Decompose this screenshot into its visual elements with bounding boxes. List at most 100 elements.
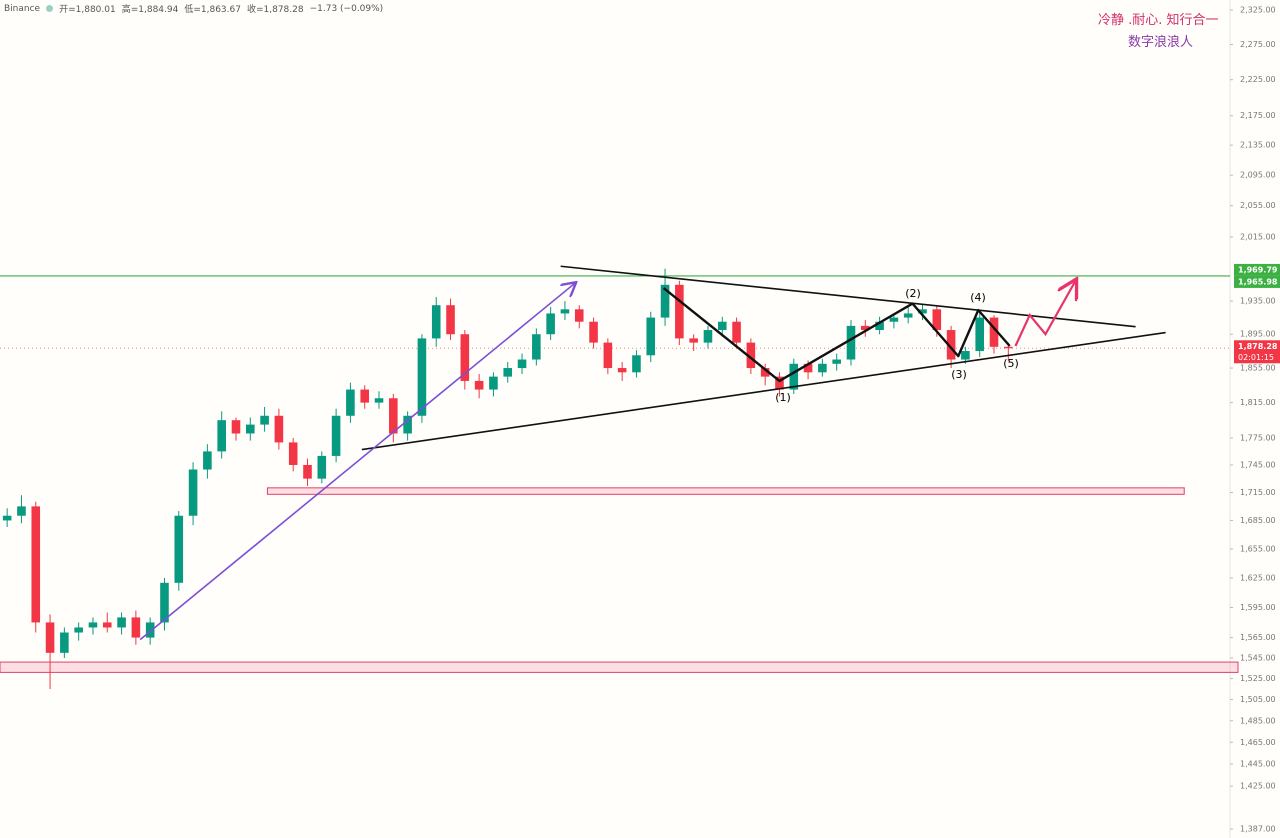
status-dot: [46, 5, 54, 12]
y-tick-label: 1,625.00: [1240, 573, 1276, 582]
candle-body: [689, 338, 698, 343]
wave-path: [662, 287, 1011, 383]
zone: [266, 487, 1185, 495]
candle-body: [818, 363, 827, 373]
candle-body: [60, 632, 69, 653]
candle-body: [288, 442, 298, 465]
y-tick-label: 1,445.00: [1240, 760, 1276, 769]
candle-body: [231, 420, 241, 434]
candle-body: [789, 363, 799, 390]
candle-body: [875, 321, 884, 331]
candle-body: [546, 313, 555, 335]
price-tag: [1234, 340, 1280, 364]
candle-body: [903, 313, 913, 318]
candle-body: [389, 398, 398, 434]
candle-body: [617, 368, 627, 373]
level-tag-label: 1,969.79: [1238, 265, 1278, 274]
price-tag-label: 1,878.28: [1238, 342, 1278, 351]
impulse-arrow: [139, 283, 575, 641]
trendline: [560, 265, 1136, 328]
candle-body: [217, 420, 226, 452]
candle-body: [403, 415, 412, 434]
candle-body: [131, 617, 141, 638]
candle-body: [589, 321, 598, 343]
candle-body: [489, 376, 498, 390]
candle-body: [446, 305, 455, 335]
level-tag: [1234, 275, 1280, 288]
candle-body: [45, 622, 55, 653]
candle-body: [246, 424, 255, 434]
wave-label: (5): [1003, 357, 1019, 370]
candle-body: [675, 284, 684, 339]
y-tick-label: 2,175.00: [1240, 111, 1276, 120]
wave-label: (1): [775, 391, 791, 404]
candle-body: [646, 317, 656, 356]
candle-body: [975, 317, 984, 352]
y-tick-label: 1,685.00: [1240, 516, 1276, 525]
y-tick-label: 2,095.00: [1240, 171, 1276, 180]
open: 开=1,880.01: [59, 5, 116, 15]
trendline: [361, 331, 1166, 451]
candle-body: [503, 368, 513, 377]
y-tick-label: 1,775.00: [1240, 433, 1276, 442]
candle-body: [31, 506, 41, 623]
candle-body: [932, 309, 942, 331]
candle-body: [517, 359, 527, 369]
y-tick-label: 1,565.00: [1240, 633, 1276, 642]
wave-label: (4): [970, 291, 986, 304]
candle-body: [102, 622, 112, 628]
candle-body: [317, 455, 327, 479]
candle-body: [474, 380, 484, 390]
candle-body: [331, 415, 341, 456]
candle-body: [946, 330, 956, 360]
candle-body: [188, 469, 198, 516]
candle-body: [732, 321, 741, 343]
candle-body: [961, 351, 970, 360]
annotation: 冷静 .耐心. 知行合一: [1098, 13, 1219, 28]
candle-body: [303, 464, 312, 479]
candle-body: [88, 622, 98, 628]
low: 低=1,863.67: [184, 5, 241, 15]
candle-body: [374, 398, 384, 403]
high: 高=1,884.94: [121, 5, 179, 15]
y-tick-label: 2,015.00: [1240, 232, 1276, 241]
candle-body: [760, 368, 770, 377]
candle-body: [260, 415, 269, 425]
candle-body: [117, 617, 126, 628]
candle-body: [717, 321, 727, 331]
y-tick-label: 1,715.00: [1240, 488, 1276, 497]
y-tick-label: 1,745.00: [1240, 460, 1276, 469]
candle-body: [889, 317, 899, 322]
wave-label: (3): [951, 368, 967, 381]
y-tick-label: 1,425.00: [1240, 782, 1276, 791]
candle-body: [460, 334, 470, 381]
y-tick-label: 1,387.00: [1240, 825, 1276, 834]
level-tag-label: 1,965.98: [1238, 277, 1278, 286]
candle-body: [989, 317, 999, 347]
countdown: 02:01:15: [1238, 353, 1274, 362]
candle-body: [274, 415, 284, 443]
candle-body: [203, 451, 212, 470]
candle-body: [803, 363, 813, 373]
projection-arrow: [1014, 281, 1075, 347]
y-tick-label: 1,485.00: [1240, 716, 1276, 725]
candle-body: [346, 389, 355, 416]
y-tick-label: 1,525.00: [1240, 674, 1276, 683]
candle-body: [360, 389, 369, 403]
candle-body: [1004, 346, 1013, 349]
candle-body: [417, 338, 427, 416]
y-tick-label: 2,055.00: [1240, 201, 1276, 210]
zone: [0, 661, 1239, 673]
y-tick-label: 1,655.00: [1240, 544, 1276, 553]
candle-body: [775, 376, 784, 390]
close: 收=1,878.28: [246, 5, 304, 15]
annotation: 数字浪浪人: [1128, 35, 1194, 50]
y-tick-label: 1,465.00: [1240, 738, 1276, 747]
header: Binance 开=1,880.01 高=1,884.94 低=1,863.67…: [4, 2, 383, 16]
candle-body: [145, 622, 155, 638]
candle-body: [2, 515, 12, 521]
candle-body: [560, 309, 570, 314]
y-tick-label: 2,135.00: [1240, 141, 1276, 150]
